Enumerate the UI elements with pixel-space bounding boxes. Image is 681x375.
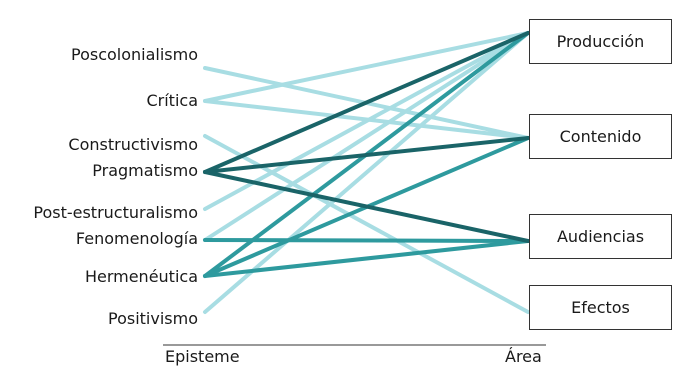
area-box-produccion: Producción (529, 19, 672, 64)
link-fenomenologia-produccion (203, 31, 530, 242)
link-positivismo-produccion (203, 31, 530, 314)
link-fenomenologia-audiencias (203, 238, 530, 243)
link-post_estructuralismo-produccion (203, 31, 530, 211)
episteme-label-constructivismo: Constructivismo (68, 135, 198, 154)
episteme-label-hermeneutica: Hermenéutica (84, 267, 198, 286)
link-pragmatismo-audiencias (203, 170, 530, 243)
episteme-label-pragmatismo: Pragmatismo (92, 161, 198, 180)
area-label-audiencias: Audiencias (556, 227, 645, 246)
episteme-label-poscolonialismo: Poscolonialismo (70, 45, 198, 64)
area-label-contenido: Contenido (559, 127, 642, 146)
link-critica-produccion (203, 31, 530, 103)
episteme-label-positivismo: Positivismo (108, 309, 198, 328)
link-constructivismo-efectos (203, 134, 530, 314)
episteme-label-fenomenologia: Fenomenología (75, 229, 198, 248)
episteme-label-post-estructuralismo: Post-estructuralismo (33, 203, 198, 222)
area-label-efectos: Efectos (571, 298, 630, 317)
link-hermeneutica-audiencias (203, 239, 530, 278)
axis-label-episteme: Episteme (165, 347, 240, 366)
area-box-contenido: Contenido (529, 114, 672, 159)
area-label-produccion: Producción (556, 32, 645, 51)
link-pragmatismo-produccion (203, 31, 530, 174)
axis-label-area: Área (505, 347, 542, 366)
connection-lines (203, 31, 530, 314)
area-box-efectos: Efectos (529, 285, 672, 330)
link-pragmatismo-contenido (203, 136, 530, 174)
area-box-audiencias: Audiencias (529, 214, 672, 259)
episteme-label-critica: Crítica (146, 91, 198, 110)
